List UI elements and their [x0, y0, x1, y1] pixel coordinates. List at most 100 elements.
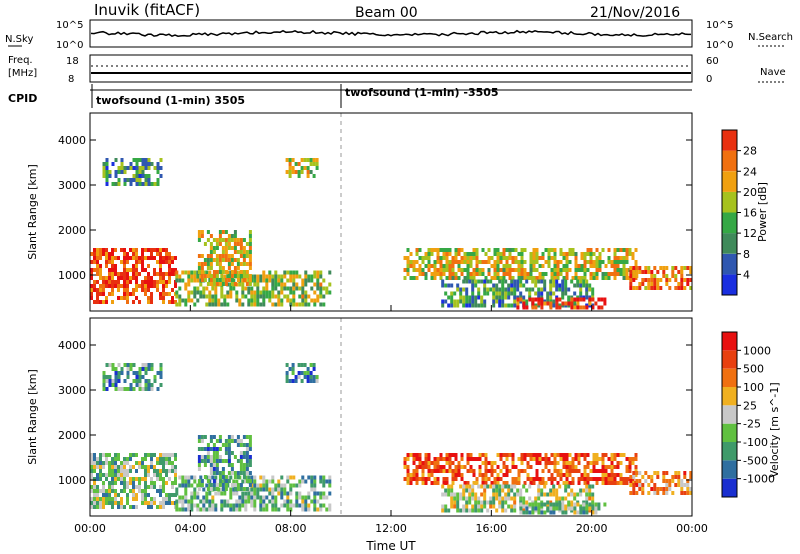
power-cell [535, 256, 539, 260]
velocity-cell [319, 479, 323, 484]
velocity-cell [310, 479, 314, 484]
power-cell [199, 294, 203, 299]
power-cell [441, 303, 445, 308]
power-cell [448, 268, 452, 272]
velocity-cell [162, 469, 165, 473]
power-cell [96, 248, 99, 252]
power-cell [622, 276, 626, 280]
velocity-cell [683, 475, 687, 479]
velocity-plot-area [90, 318, 692, 516]
power-cell [250, 294, 254, 299]
velocity-cell [601, 465, 605, 469]
velocity-cell [309, 371, 313, 375]
power-cell [132, 272, 135, 276]
power-cell [579, 287, 583, 292]
power-cell [187, 278, 191, 283]
power-cell [537, 287, 541, 292]
power-cell [289, 298, 293, 303]
velocity-cell [427, 477, 431, 481]
velocity-cell [463, 481, 467, 485]
velocity-cell [531, 510, 535, 515]
power-cell [555, 301, 559, 306]
velocity-cell [616, 461, 620, 465]
velocity-cell [634, 453, 638, 457]
velocity-cell [244, 507, 248, 512]
velocity-cell [439, 465, 443, 469]
power-cell [114, 182, 118, 186]
velocity-cell [656, 471, 660, 475]
velocity-cell [577, 477, 581, 481]
power-cell [236, 274, 240, 278]
power-cell [665, 266, 669, 270]
velocity-cell [498, 504, 502, 509]
power-cell [510, 279, 514, 284]
velocity-cell [129, 453, 132, 457]
velocity-cell [274, 495, 278, 500]
velocity-cell [547, 469, 551, 473]
power-cell [454, 272, 458, 276]
power-cell [120, 158, 124, 162]
velocity-cell [525, 488, 529, 493]
power-cell [150, 296, 153, 300]
power-cell [117, 166, 121, 170]
power-cell [298, 294, 302, 299]
power-cell [117, 280, 120, 284]
velocity-cell [274, 487, 278, 492]
velocity-cell [471, 508, 475, 513]
power-cell [450, 295, 454, 300]
power-cell [120, 276, 123, 280]
velocity-cell [165, 501, 168, 505]
power-cell [583, 272, 587, 276]
velocity-cell [520, 469, 524, 473]
velocity-cell [493, 461, 497, 465]
velocity-cell [537, 506, 541, 511]
velocity-cell [570, 500, 574, 505]
power-cell [619, 248, 623, 252]
power-cell [135, 272, 138, 276]
velocity-cell [456, 500, 460, 505]
power-cell [117, 296, 120, 300]
power-cell [546, 291, 550, 296]
power-cell [519, 297, 523, 302]
velocity-cell [209, 459, 213, 463]
velocity-cell [406, 465, 410, 469]
velocity-cell [498, 488, 502, 493]
velocity-cell [162, 453, 165, 457]
power-cell [280, 290, 284, 295]
velocity-cell [156, 477, 159, 481]
velocity-cell [150, 387, 154, 391]
power-cell [309, 170, 313, 174]
velocity-cell [552, 492, 556, 497]
power-cell [209, 266, 213, 270]
velocity-cell [415, 469, 419, 473]
power-cell [424, 256, 428, 260]
velocity-cell [99, 489, 102, 493]
power-cell [247, 278, 251, 283]
power-cell [256, 294, 260, 299]
velocity-cell [280, 495, 284, 500]
velocity-cell [159, 489, 162, 493]
power-cell [159, 260, 162, 264]
power-cell [450, 291, 454, 296]
power-cell [193, 302, 197, 307]
power-cell [93, 252, 96, 256]
power-cell [259, 302, 263, 307]
velocity-cell [505, 465, 509, 469]
velocity-cell [450, 488, 454, 493]
velocity-cell [171, 465, 174, 469]
velocity-cell [218, 459, 222, 463]
power-cell [543, 287, 547, 292]
velocity-cell [313, 499, 317, 504]
velocity-cell [159, 505, 162, 509]
velocity-cell [403, 461, 407, 465]
velocity-cell [502, 453, 506, 457]
power-cell [215, 254, 219, 258]
velocity-cell [211, 507, 215, 512]
power-cell [162, 292, 165, 296]
velocity-cell [591, 506, 595, 511]
power-cell [580, 252, 584, 256]
velocity-cell [123, 477, 126, 481]
power-cell [465, 303, 469, 308]
power-cell [301, 278, 305, 283]
power-cell [580, 268, 584, 272]
